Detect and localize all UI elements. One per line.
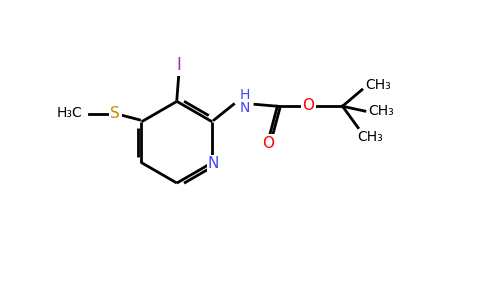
Text: H
N: H N: [240, 88, 250, 115]
Text: O: O: [262, 136, 273, 151]
Text: N: N: [208, 156, 219, 171]
Text: H₃C: H₃C: [57, 106, 82, 120]
Text: O: O: [302, 98, 315, 113]
Text: S: S: [110, 106, 120, 121]
Text: I: I: [176, 56, 181, 74]
Text: CH₃: CH₃: [368, 104, 394, 118]
Text: CH₃: CH₃: [357, 130, 382, 144]
Text: CH₃: CH₃: [365, 78, 392, 92]
